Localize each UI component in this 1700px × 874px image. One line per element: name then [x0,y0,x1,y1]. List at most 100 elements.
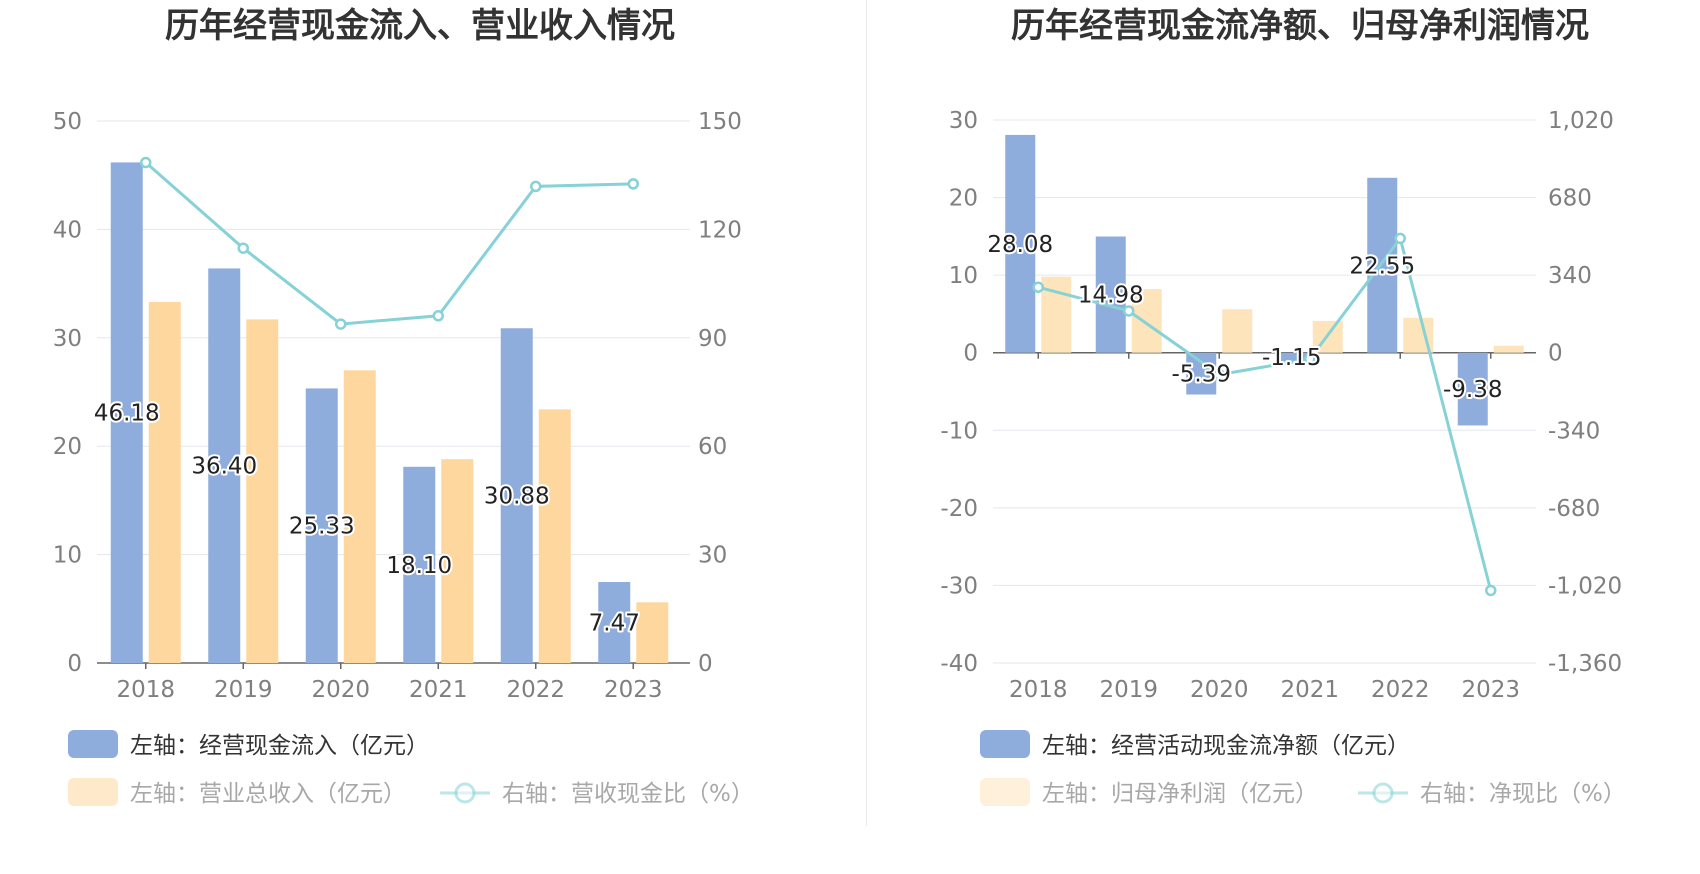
bar-data-label: 18.10 [386,553,452,579]
bar-data-label: -1.15 [1262,345,1322,371]
legend-swatch-bar-primary [68,730,118,758]
bar-primary [110,162,143,663]
bar-primary [305,388,338,663]
left-axis-tick: 20 [949,186,978,212]
bar-secondary [1493,345,1524,353]
legend-swatch-line-marker [454,782,476,804]
chart-left: 历年经营现金流入、营业收入情况 0 10 20 30 40 50 0 30 60 90 120 150 2… [53,6,754,807]
left-axis-tick: -30 [940,573,978,599]
bar-primary [1095,236,1126,353]
bar-data-label: 25.33 [289,514,355,540]
chart-right-svg: 历年经营现金流净额、归母净利润情况 -40 -30 -20 -10 0 10 20 30 -1,3… [940,6,1626,807]
line-point [1213,368,1225,381]
legend-swatch-bar-primary [980,730,1030,758]
x-axis-tick: 2019 [214,677,273,703]
bar-data-label: -5.39 [1171,362,1231,388]
legend-label: 右轴：营收现金比（%） [502,781,754,807]
bar-primary [208,268,241,663]
legend-swatch-line-marker [1372,782,1394,804]
x-axis-tick: 2022 [506,677,565,703]
line-point [237,242,249,254]
bar-data-label: 14.98 [1078,283,1144,309]
left-axis-tick: 20 [53,434,82,460]
right-axis-tick: 30 [698,543,727,569]
right-axis-tick: -680 [1548,496,1600,522]
legend-swatch-bar-secondary [980,778,1030,806]
bar-data-label: 28.08 [987,232,1053,258]
x-axis-tick: 2020 [311,677,370,703]
left-axis-tick: 30 [949,108,978,134]
bar-secondary [538,409,571,663]
bar-primary [403,466,436,663]
line-point [1394,232,1406,245]
right-axis-tick: -1,020 [1548,573,1622,599]
bar-data-label: 36.40 [191,454,257,480]
chart-left-svg: 历年经营现金流入、营业收入情况 0 10 20 30 40 50 0 30 60 90 120 150 2… [53,6,754,807]
left-axis-tick: -10 [940,418,978,444]
left-axis-tick: 0 [67,651,82,677]
right-axis-tick: -340 [1548,418,1600,444]
right-axis-tick: -1,360 [1548,651,1622,677]
right-axis-tick: 0 [698,651,713,677]
bar-secondary [246,319,279,663]
bar-secondary [148,302,181,663]
line-point [1304,353,1316,365]
bar-primary [1367,177,1398,353]
right-axis-tick: 680 [1548,186,1592,212]
line-point [140,156,152,169]
bar-primary [1276,352,1307,362]
bar-secondary [441,459,474,663]
legend-label: 左轴：经营现金流入（亿元） [130,733,429,759]
line-point [1032,281,1044,293]
x-axis-tick: 2018 [116,677,175,703]
x-axis-tick: 2020 [1190,677,1249,703]
chart-right: 历年经营现金流净额、归母净利润情况 -40 -30 -20 -10 0 10 20 30 -1,3… [868,0,1700,874]
line-point [530,180,542,193]
bar-data-label: -9.38 [1443,377,1503,403]
bar-primary [1005,134,1036,353]
right-axis-tick: 340 [1548,263,1592,289]
right-axis-tick: 1,020 [1548,108,1614,134]
line-series [1037,235,1493,591]
right-axis-tick: 120 [698,217,742,243]
left-axis-tick: 0 [963,341,978,367]
line-point [335,318,347,330]
right-axis-tick: 150 [698,109,742,135]
line-point [627,178,639,190]
bar-secondary [636,602,669,663]
bar-data-label: 30.88 [484,484,550,510]
legend-label: 左轴：归母净利润（亿元） [1042,781,1318,807]
x-axis-tick: 2021 [1280,677,1339,703]
bar-data-label: 46.18 [94,401,160,427]
bar-secondary [343,370,376,663]
legend-swatch-bar-secondary [68,778,118,806]
bar-secondary [1131,289,1162,353]
left-axis-tick: 50 [53,109,82,135]
line-point [1123,305,1135,317]
bar-data-label: 22.55 [1349,253,1415,279]
bar-data-label: 7.47 [589,611,640,637]
line-series [144,161,634,326]
bar-primary [500,328,533,663]
bar-primary [1186,352,1217,395]
chart-title: 历年经营现金流净额、归母净利润情况 [1011,6,1589,46]
left-axis-tick: 40 [53,217,82,243]
right-axis-tick: 0 [1548,341,1563,367]
right-axis-tick: 90 [698,326,727,352]
left-axis-tick: -40 [940,651,978,677]
legend-label: 左轴：营业总收入（亿元） [130,781,406,807]
legend-label: 右轴：净现比（%） [1420,781,1626,807]
bar-primary [598,582,631,663]
x-axis-tick: 2023 [604,677,663,703]
left-axis-tick: 10 [53,543,82,569]
legend-label: 左轴：经营活动现金流净额（亿元） [1042,733,1410,759]
line-point [432,310,444,322]
chart-title: 历年经营现金流入、营业收入情况 [165,6,675,46]
panel-divider [866,0,867,826]
x-axis-tick: 2018 [1009,677,1068,703]
x-axis-tick: 2022 [1371,677,1430,703]
x-axis-tick: 2021 [409,677,468,703]
left-axis-tick: 10 [949,263,978,289]
x-axis-tick: 2023 [1461,677,1520,703]
line-point [1485,584,1497,597]
